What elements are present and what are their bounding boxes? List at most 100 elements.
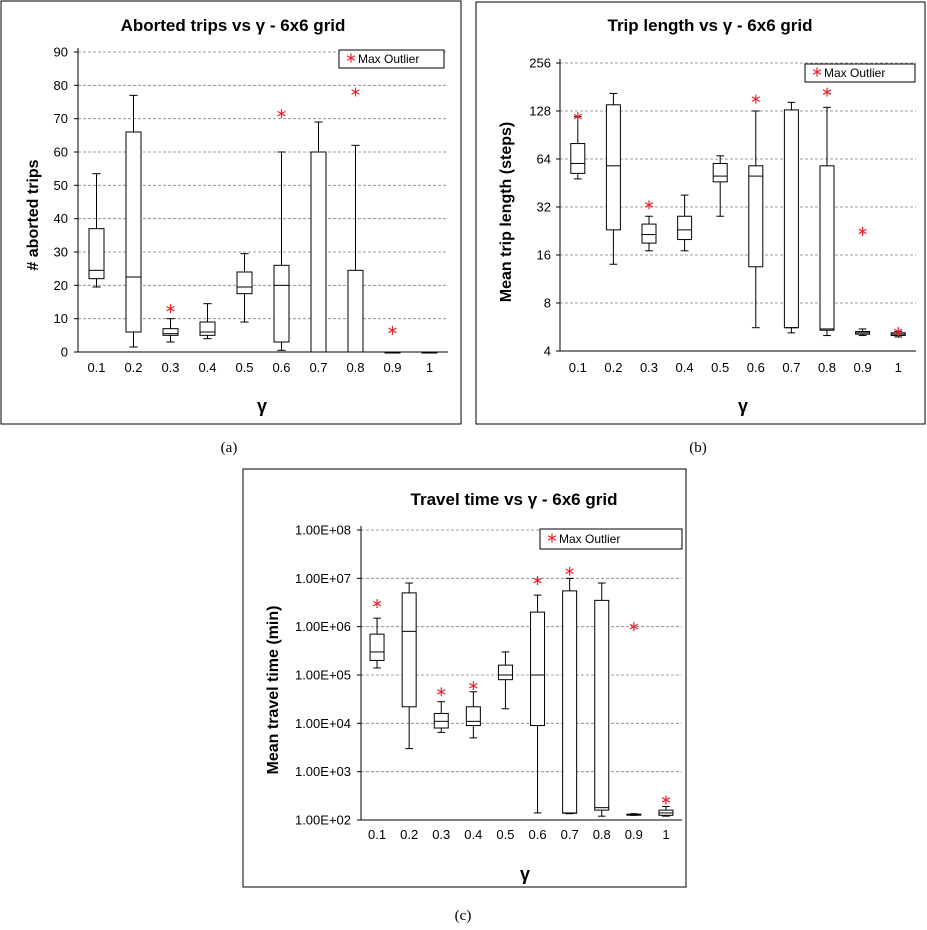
box-iqr: [369, 633, 385, 661]
y-tick-label: 128: [529, 104, 551, 119]
legend-box: [804, 63, 916, 83]
y-tick-label: 32: [537, 200, 551, 215]
y-tick-label: 64: [537, 152, 551, 167]
box-0.1: [88, 173, 105, 288]
box-0.9: [384, 351, 401, 354]
max-outlier-marker: [629, 622, 639, 632]
legend-label: Max Outlier: [358, 52, 419, 66]
box-iqr: [570, 143, 586, 174]
panel-caption: (c): [455, 908, 472, 924]
max-outlier-marker: [644, 200, 654, 210]
x-tick-label: 0.9: [854, 360, 872, 375]
x-tick-label: 0.3: [161, 360, 179, 375]
box-0.2: [125, 94, 142, 348]
y-tick-label: 50: [54, 178, 68, 193]
y-tick-label: 256: [529, 56, 551, 71]
x-tick-label: 0.3: [640, 360, 658, 375]
x-tick-label: 0.8: [346, 360, 364, 375]
box-iqr: [497, 664, 513, 681]
box-iqr: [199, 321, 216, 336]
box-iqr: [88, 228, 105, 280]
y-tick-label: 70: [54, 111, 68, 126]
x-tick-label: 0.4: [676, 360, 694, 375]
x-tick-label: 0.8: [818, 360, 836, 375]
x-tick-label: 0.5: [235, 360, 253, 375]
x-tick-label: 0.2: [604, 360, 622, 375]
y-tick-label: 1.00E+03: [295, 764, 351, 779]
y-tick-label: 1.00E+08: [295, 523, 351, 538]
max-outlier-marker: [469, 681, 478, 691]
box-0.9: [626, 813, 642, 816]
chart-title: Aborted trips vs γ - 6x6 grid: [121, 16, 346, 35]
box-0.1: [570, 116, 586, 180]
y-tick-label: 1.00E+02: [295, 813, 351, 828]
box-iqr: [236, 271, 253, 295]
box-0.3: [162, 318, 179, 343]
box-0.6: [530, 594, 546, 814]
box-iqr: [748, 165, 764, 268]
box-0.6: [273, 151, 290, 351]
box-0.7: [310, 121, 327, 353]
y-tick-label: 1.00E+06: [295, 619, 351, 634]
y-tick-label: 10: [54, 311, 68, 326]
y-axis-label: # aborted trips: [25, 159, 42, 270]
box-iqr: [347, 269, 364, 353]
box-1: [421, 351, 438, 354]
y-tick-label: 20: [54, 278, 68, 293]
x-tick-label: 0.6: [747, 360, 765, 375]
max-outlier-marker: [533, 576, 542, 586]
box-0.8: [347, 144, 364, 353]
y-axis-label: Mean trip length (steps): [498, 122, 515, 302]
chart-b: Trip length vs γ - 6x6 grid Mean trip le…: [475, 1, 926, 456]
box-0.6: [748, 110, 764, 329]
max-outlier-marker: [372, 599, 382, 609]
box-0.3: [433, 701, 449, 733]
legend-label: Max Outlier: [559, 532, 620, 546]
legend-marker: [346, 53, 356, 63]
box-iqr: [819, 165, 835, 331]
x-tick-label: 0.9: [625, 827, 643, 842]
x-axis-label: γ: [520, 864, 530, 884]
max-outlier-marker: [894, 327, 903, 337]
box-0.4: [677, 194, 693, 252]
x-tick-label: 0.6: [272, 360, 290, 375]
box-0.5: [712, 155, 728, 217]
box-0.3: [641, 215, 657, 252]
box-iqr: [562, 590, 578, 814]
legend-box: [539, 528, 683, 550]
box-1: [658, 806, 674, 817]
box-0.5: [497, 651, 513, 710]
legend-label: Max Outlier: [824, 66, 885, 80]
y-tick-label: 8: [544, 296, 551, 311]
box-iqr: [310, 151, 327, 353]
x-tick-label: 0.2: [400, 827, 418, 842]
x-tick-label: 0.4: [198, 360, 216, 375]
box-0.4: [465, 691, 481, 739]
plot-area: 4 8 16 32 64 128 256 0.1 0.2 0.3 0.4 0.5 0.6 0.7 0.8 0.…: [529, 56, 916, 375]
x-tick-label: 0.4: [464, 827, 482, 842]
box-iqr: [783, 109, 799, 329]
legend-marker: [812, 67, 822, 77]
max-outlier-marker: [565, 566, 574, 576]
box-0.4: [199, 303, 216, 340]
chart-c: Travel time vs γ - 6x6 grid Mean travel …: [242, 468, 687, 924]
legend-box: [338, 49, 445, 69]
y-tick-label: 40: [54, 211, 68, 226]
x-tick-label: 0.9: [383, 360, 401, 375]
x-tick-label: 1: [895, 360, 902, 375]
x-tick-label: 1: [662, 827, 669, 842]
y-tick-label: 1.00E+04: [295, 716, 351, 731]
x-tick-label: 0.6: [529, 827, 547, 842]
box-iqr: [273, 264, 290, 343]
x-tick-label: 0.1: [569, 360, 587, 375]
max-outlier-marker: [388, 325, 397, 335]
box-0.5: [236, 253, 253, 323]
box-iqr: [465, 706, 481, 727]
x-tick-label: 0.7: [309, 360, 327, 375]
box-0.8: [819, 106, 835, 337]
box-iqr: [641, 223, 657, 244]
box-0.9: [855, 328, 871, 337]
panel-caption: (a): [221, 440, 238, 456]
box-iqr: [433, 712, 449, 729]
box-iqr: [125, 131, 142, 333]
